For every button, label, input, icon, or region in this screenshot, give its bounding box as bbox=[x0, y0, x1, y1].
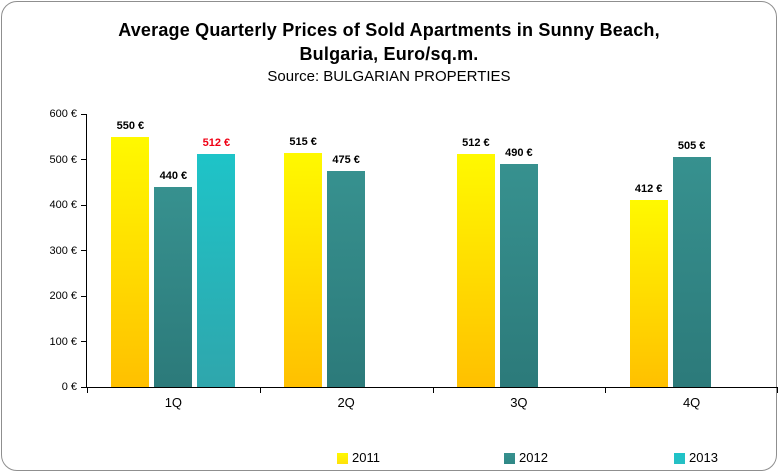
y-axis-tick-label: 600 € bbox=[49, 108, 77, 120]
y-axis-tick bbox=[81, 386, 87, 388]
legend-swatch-2012 bbox=[504, 452, 515, 464]
bar-value-label-2011-1q: 550 € bbox=[116, 119, 145, 132]
y-axis-tick-label: 0 € bbox=[61, 381, 77, 393]
legend-item-2012: 2012 bbox=[504, 451, 548, 465]
y-axis-tick bbox=[81, 113, 87, 115]
chart-source: Source: BULGARIAN PROPERTIES bbox=[267, 68, 511, 85]
legend-item-2013: 2013 bbox=[674, 451, 718, 465]
bar-value-label-2012-4q: 505 € bbox=[677, 140, 706, 153]
y-axis-tick-label: 100 € bbox=[49, 335, 77, 348]
bar-2012-4q bbox=[672, 157, 711, 387]
bar-value-label-2012-2q: 475 € bbox=[332, 153, 360, 166]
bar-value-label-2011-3q: 512 € bbox=[462, 137, 490, 150]
x-category-label-2q: 2Q bbox=[337, 395, 355, 410]
y-axis-tick bbox=[81, 341, 87, 342]
bar-value-label-2012-1q: 440 € bbox=[159, 169, 188, 182]
legend-swatch-2013 bbox=[674, 452, 685, 464]
legend: 2011 2012 2013 bbox=[2, 451, 776, 467]
bar-value-label-2011-4q: 412 € bbox=[634, 182, 663, 195]
chart-title-line-1: Average Quarterly Prices of Sold Apartme… bbox=[118, 20, 660, 40]
legend-label-2011: 2011 bbox=[352, 450, 380, 465]
bar-2012-2q bbox=[327, 170, 366, 387]
x-category-label-4q: 4Q bbox=[682, 395, 701, 410]
legend-swatch-2011 bbox=[337, 452, 348, 464]
bar-2013-1q bbox=[197, 154, 236, 387]
y-axis-tick-label: 400 € bbox=[49, 199, 77, 211]
y-axis-tick-label: 500 € bbox=[49, 153, 77, 166]
x-axis-tick bbox=[259, 387, 261, 393]
bar-2011-3q bbox=[456, 154, 495, 387]
x-axis-tick bbox=[432, 387, 434, 393]
chart-title-line-2: Bulgaria, Euro/sq.m. bbox=[299, 44, 479, 64]
y-axis-tick-label: 300 € bbox=[49, 244, 77, 257]
legend-label-2012: 2012 bbox=[519, 450, 548, 465]
bar-value-label-2013-1q: 512 € bbox=[202, 137, 231, 150]
legend-item-2011: 2011 bbox=[337, 451, 380, 465]
bar-2011-4q bbox=[629, 199, 668, 387]
x-axis-tick bbox=[87, 387, 88, 393]
x-category-label-3q: 3Q bbox=[510, 395, 528, 410]
y-axis-tick bbox=[81, 295, 87, 297]
x-axis-tick bbox=[605, 387, 607, 393]
y-axis-tick bbox=[81, 204, 87, 206]
bar-2012-1q bbox=[154, 186, 193, 387]
bar-value-label-2011-2q: 515 € bbox=[289, 135, 317, 148]
plot-area: 0 € 100 € 200 € 300 € 400 € 500 € 600 € 1Q 2Q 3Q 4… bbox=[49, 108, 778, 410]
bar-2012-3q bbox=[499, 164, 538, 387]
x-category-label-1q: 1Q bbox=[164, 395, 183, 410]
bar-2011-2q bbox=[284, 152, 323, 387]
y-axis-tick bbox=[81, 159, 87, 160]
y-axis-tick-label: 200 € bbox=[49, 290, 77, 302]
bar-2011-1q bbox=[111, 136, 150, 387]
legend-label-2013: 2013 bbox=[689, 450, 718, 465]
y-axis-tick bbox=[81, 250, 87, 251]
bar-value-label-2012-3q: 490 € bbox=[505, 147, 533, 160]
chart-title: Average Quarterly Prices of Sold Apartme… bbox=[2, 18, 776, 66]
